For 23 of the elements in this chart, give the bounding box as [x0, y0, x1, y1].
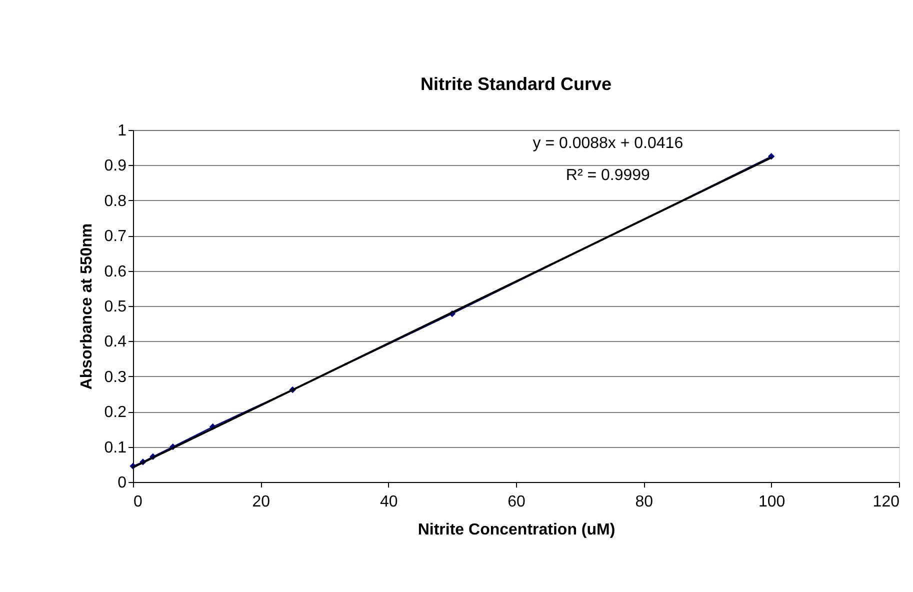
- y-tick-label: 1: [118, 122, 127, 140]
- x-tick-label: 120: [872, 494, 900, 510]
- y-tick-label: 0.6: [104, 263, 127, 280]
- y-axis-title: Absorbance at 550nm: [78, 223, 96, 390]
- annotation: y = 0.0088x + 0.0416: [532, 135, 684, 152]
- y-tick-label: 0.7: [104, 228, 127, 246]
- x-tick-label: 0: [134, 494, 142, 510]
- x-tick-label: 40: [380, 494, 398, 510]
- x-tick-label: 100: [758, 494, 786, 510]
- y-tick-label: 0.3: [104, 368, 127, 386]
- y-tick-label: 0: [118, 474, 127, 492]
- x-tick-label: 60: [508, 494, 526, 510]
- x-axis-title: Nitrite Concentration (uM): [418, 522, 616, 538]
- y-tick-label: 0.1: [104, 439, 127, 456]
- x-tick-label: 80: [635, 494, 654, 510]
- chart-title: Nitrite Standard Curve: [420, 74, 612, 94]
- y-tick-label: 0.9: [104, 158, 127, 175]
- y-tick-label: 0.8: [104, 192, 127, 210]
- y-tick-label: 0.5: [104, 298, 127, 316]
- y-tick-label: 0.2: [104, 404, 127, 422]
- annotation: R² = 0.9999: [566, 167, 650, 184]
- x-tick-label: 20: [252, 494, 270, 510]
- y-tick-label: 0.4: [104, 334, 127, 351]
